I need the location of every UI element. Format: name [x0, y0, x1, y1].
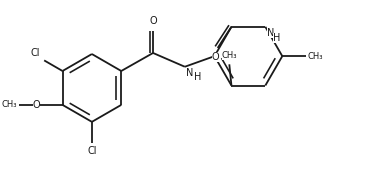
Text: N: N [186, 68, 193, 78]
Text: Cl: Cl [87, 146, 97, 156]
Text: CH₃: CH₃ [308, 52, 323, 61]
Text: O: O [33, 100, 40, 110]
Text: H: H [194, 72, 202, 82]
Text: Cl: Cl [30, 48, 40, 58]
Text: N: N [267, 28, 275, 38]
Text: H: H [273, 33, 281, 43]
Text: CH₃: CH₃ [222, 51, 237, 60]
Text: CH₃: CH₃ [2, 100, 17, 109]
Text: O: O [212, 52, 219, 62]
Text: O: O [149, 16, 157, 26]
